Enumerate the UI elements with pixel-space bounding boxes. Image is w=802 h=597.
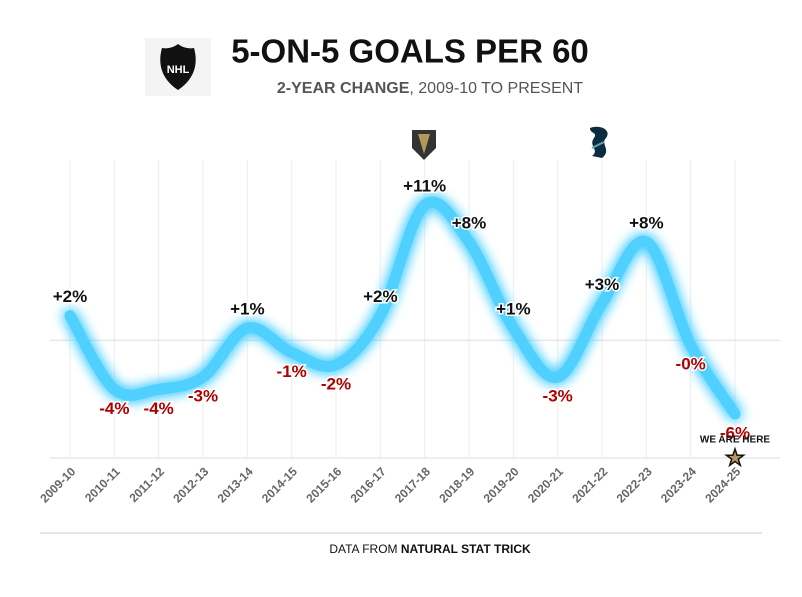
value-label: +11% [403, 176, 446, 195]
x-tick-label: 2021-22 [569, 464, 610, 505]
value-label: -2% [321, 374, 351, 393]
annotation: WE ARE HERE [700, 435, 771, 446]
source: DATA FROM NATURAL STAT TRICK [329, 542, 531, 556]
x-tick-label: 2023-24 [658, 464, 699, 505]
x-tick-label: 2017-18 [392, 464, 433, 505]
x-tick-label: 2009-10 [37, 464, 78, 505]
svg-text:NHL: NHL [167, 64, 190, 76]
value-label: -3% [543, 387, 573, 406]
x-tick-label: 2019-20 [481, 464, 522, 505]
x-tick-label: 2010-11 [82, 464, 123, 505]
kraken-logo [590, 126, 608, 158]
chart-title: 5-ON-5 GOALS PER 60 [231, 33, 589, 70]
value-label: -4% [144, 399, 174, 418]
value-label: +1% [230, 299, 265, 318]
value-label: +8% [452, 213, 487, 232]
x-tick-label: 2020-21 [525, 464, 566, 505]
value-label: -3% [188, 387, 218, 406]
value-label: +2% [363, 287, 398, 306]
source-prefix: DATA FROM [329, 542, 401, 556]
x-tick-label: 2013-14 [215, 464, 256, 505]
x-tick-label: 2014-15 [259, 464, 300, 505]
x-tick-label: 2015-16 [303, 464, 344, 505]
value-label: -0% [676, 355, 706, 374]
vegas-logo [412, 130, 436, 160]
x-tick-label: 2011-12 [126, 464, 167, 505]
x-tick-label: 2012-13 [170, 464, 211, 505]
x-tick-label: 2022-23 [614, 464, 655, 505]
subtitle: 2-YEAR CHANGE, 2009-10 TO PRESENT [277, 80, 583, 97]
source-name: NATURAL STAT TRICK [401, 542, 531, 556]
value-label: +1% [496, 299, 531, 318]
subtitle-rest: , 2009-10 TO PRESENT [409, 80, 583, 97]
value-label: +8% [629, 213, 664, 232]
x-tick-label: 2024-25 [702, 464, 743, 505]
x-tick-label: 2018-19 [436, 464, 477, 505]
value-label: +2% [53, 287, 88, 306]
nhl-logo: NHL [145, 38, 211, 96]
star [724, 446, 746, 468]
x-tick-label: 2016-17 [348, 464, 389, 505]
value-label: -6% [720, 423, 750, 442]
value-label: +3% [585, 275, 620, 294]
subtitle-bold: 2-YEAR CHANGE [277, 80, 410, 97]
value-label: -4% [99, 399, 129, 418]
value-label: -1% [277, 362, 307, 381]
line [64, 196, 741, 420]
